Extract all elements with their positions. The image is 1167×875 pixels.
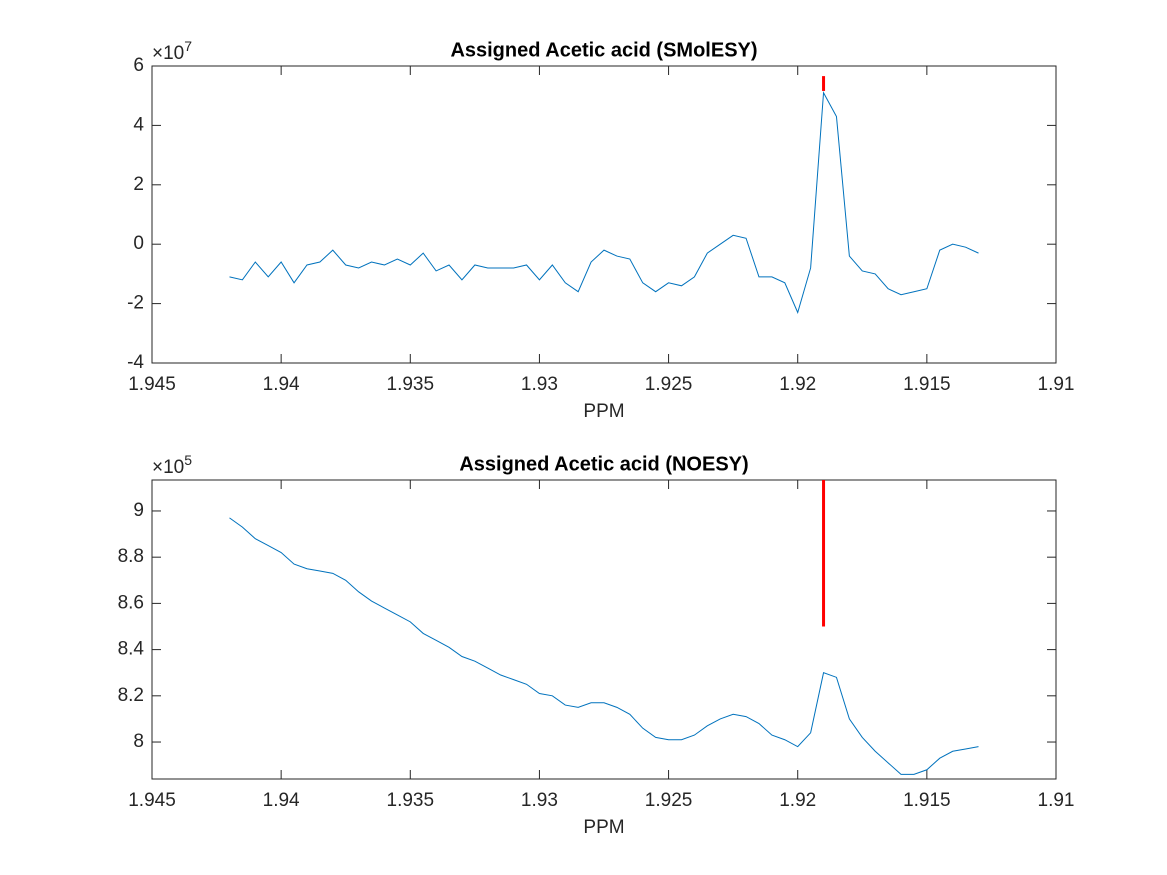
x-tick-label: 1.935 [387,374,435,395]
y-tick-label: -2 [127,293,144,314]
y-tick-label: 6 [133,55,144,76]
x-tick-label: 1.945 [128,790,176,811]
x-tick-label: 1.925 [645,374,693,395]
y-tick-label: 8 [133,731,144,752]
y-exponent-label: ×107 [152,38,192,64]
chart-title: Assigned Acetic acid (SMolESY) [450,39,757,61]
data-line [229,517,979,775]
x-tick-label: 1.915 [903,374,951,395]
y-tick-label: 9 [133,500,144,521]
y-tick-label: 8.6 [118,592,144,613]
x-tick-label: 1.93 [521,374,558,395]
x-tick-label: 1.925 [645,790,693,811]
exponent-base: ×10 [152,457,184,478]
y-tick-label: 8.8 [118,546,144,567]
y-tick-label: -4 [127,352,144,373]
x-axis-label: PPM [583,817,624,838]
data-line [229,90,979,314]
axes-background [151,479,1057,780]
y-tick-label: 2 [133,174,144,195]
y-tick-label: 8.4 [118,639,145,660]
x-tick-label: 1.94 [263,790,300,811]
x-tick-label: 1.93 [521,790,558,811]
x-tick-label: 1.92 [779,790,816,811]
x-tick-label: 1.915 [903,790,951,811]
x-tick-label: 1.94 [263,374,300,395]
axes-background [151,65,1057,364]
y-exponent-label: ×105 [152,452,192,478]
x-tick-label: 1.92 [779,374,816,395]
y-tick-label: 0 [133,233,144,254]
x-tick-label: 1.935 [387,790,435,811]
y-tick-label: 4 [133,114,144,135]
exponent-power: 5 [184,452,192,468]
exponent-power: 7 [184,38,192,54]
x-axis-label: PPM [583,401,624,422]
exponent-base: ×10 [152,43,184,64]
x-tick-label: 1.91 [1038,790,1075,811]
chart-title: Assigned Acetic acid (NOESY) [459,453,748,475]
y-tick-label: 8.2 [118,685,144,706]
x-tick-label: 1.945 [128,374,176,395]
x-tick-label: 1.91 [1038,374,1075,395]
